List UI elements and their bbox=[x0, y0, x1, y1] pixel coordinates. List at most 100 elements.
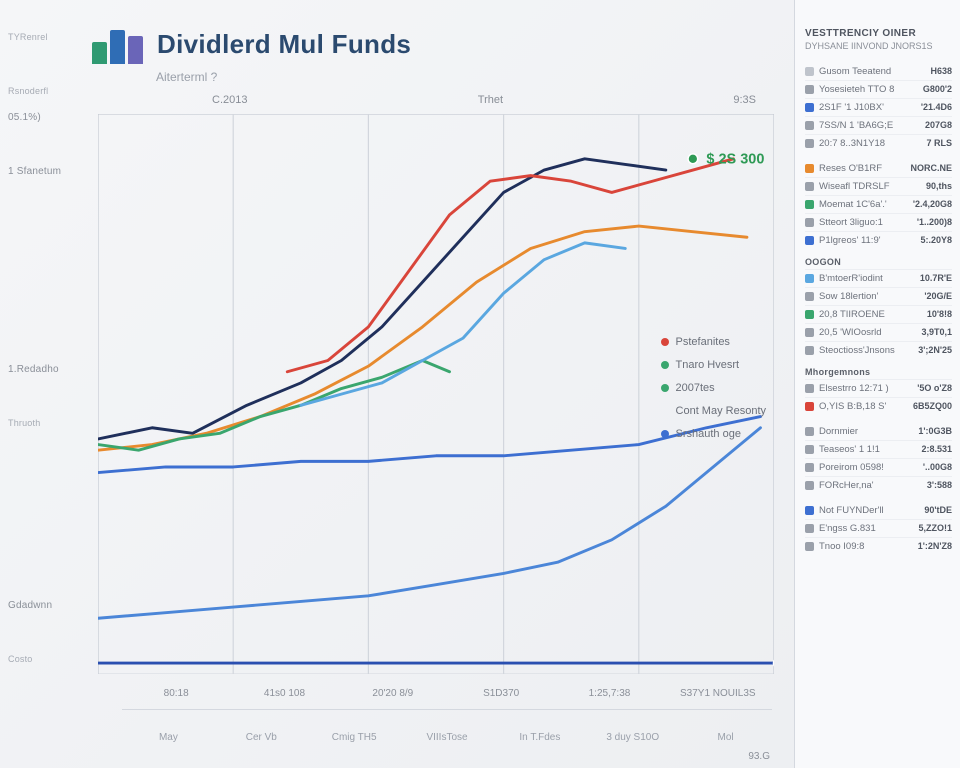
row-value: '1..200)8 bbox=[917, 217, 952, 227]
chart-area: $ 2S 300 PstefanitesTnaro Hvesrt2007tesC… bbox=[92, 108, 782, 682]
row-label: 20,8 TIIROENE bbox=[819, 309, 922, 320]
main-panel: Dividlerd Mul Funds Aiterterml ? C.2013 … bbox=[76, 0, 794, 768]
row-value: 3,9T0,1 bbox=[921, 327, 952, 337]
row-label: Elsestrro 12:71 ) bbox=[819, 383, 912, 394]
row-icon bbox=[805, 85, 814, 94]
top-right-label: 9:3S bbox=[733, 94, 756, 106]
legend-item: Srshauth oge bbox=[661, 428, 766, 440]
sidebar-row[interactable]: Gusom TeeatendH638 bbox=[805, 63, 952, 80]
row-icon bbox=[805, 481, 814, 490]
row-icon bbox=[805, 445, 814, 454]
sidebar-row[interactable]: FORcHer,na' 3':588 bbox=[805, 476, 952, 494]
row-label: Steoctioss'Jnsons bbox=[819, 345, 913, 356]
row-icon bbox=[805, 182, 814, 191]
row-icon bbox=[805, 542, 814, 551]
row-value: 5,ZZO!1 bbox=[918, 523, 952, 533]
row-icon bbox=[805, 328, 814, 337]
row-label: Poreirom 0598! bbox=[819, 462, 918, 473]
sidebar-row[interactable]: Stteort 3liguo:1 '1..200)8 bbox=[805, 213, 952, 231]
sidebar-row[interactable]: Dornmier 1':0G3B bbox=[805, 423, 952, 440]
bottom-right-value: 93.G bbox=[92, 751, 782, 762]
row-icon bbox=[805, 121, 814, 130]
row-icon bbox=[805, 402, 814, 411]
sidebar-row[interactable]: Steoctioss'Jnsons 3';2N'25 bbox=[805, 341, 952, 359]
row-value: 2:8.531 bbox=[921, 444, 952, 454]
sidebar-row[interactable]: 20,5 'WIOosrld 3,9T0,1 bbox=[805, 323, 952, 341]
sidebar-row[interactable]: Wiseafl TDRSLF90,ths bbox=[805, 177, 952, 195]
top-left-label: C.2013 bbox=[212, 94, 247, 106]
ylabel-bottom: Gdadwnn bbox=[8, 600, 70, 654]
row-value: 7 RLS bbox=[926, 138, 952, 148]
sidebar-row[interactable]: E'ngss G.831 5,ZZO!1 bbox=[805, 519, 952, 537]
sidebar-row[interactable]: Not FUYNDer'll90'tDE bbox=[805, 502, 952, 519]
row-icon bbox=[805, 67, 814, 76]
row-value: 6B5ZQ00 bbox=[913, 401, 952, 411]
row-value: H638 bbox=[930, 66, 952, 76]
row-icon bbox=[805, 346, 814, 355]
svg-text:$ 2S 300: $ 2S 300 bbox=[706, 152, 764, 168]
row-icon bbox=[805, 274, 814, 283]
row-label: O,YIS B:B,18 S' bbox=[819, 401, 908, 412]
row-value: 207G8 bbox=[925, 120, 952, 130]
row-icon bbox=[805, 384, 814, 393]
row-icon bbox=[805, 310, 814, 319]
bottom-category-labels: MayCer VbCmig TH5VIIIsToseIn T.Fdes3 duy… bbox=[92, 710, 782, 751]
sidebar-row[interactable]: Elsestrro 12:71 ) '5O o'Z8 bbox=[805, 379, 952, 397]
sidebar: VESTTRENCIY OINER DYHSANE IINVOND JNORS1… bbox=[794, 0, 960, 768]
sidebar-row[interactable]: Sow 18lertion' '20G/E bbox=[805, 287, 952, 305]
page-title: Dividlerd Mul Funds bbox=[157, 29, 411, 60]
row-value: 3';2N'25 bbox=[918, 345, 952, 355]
row-label: B'mtoerR'iodint bbox=[819, 273, 915, 284]
legend-item: Cont May Resonty bbox=[661, 405, 766, 417]
row-value: 1':0G3B bbox=[918, 426, 952, 436]
ylabel-4: Thruoth bbox=[8, 418, 70, 472]
row-label: FORcHer,na' bbox=[819, 480, 922, 491]
x-axis-ticks: 80:1841s0 10820'20 8/9S1D3701:25,7:38S37… bbox=[92, 682, 782, 699]
row-label: Tnoo I09:8 bbox=[819, 541, 913, 552]
row-value: '5O o'Z8 bbox=[917, 383, 952, 393]
row-label: 7SS/N 1 'BA6G;E bbox=[819, 120, 920, 131]
sidebar-row[interactable]: Poreirom 0598!'..00G8 bbox=[805, 458, 952, 476]
sidebar-row[interactable]: Tnoo I09:81':2N'Z8 bbox=[805, 537, 952, 555]
row-label: Dornmier bbox=[819, 426, 913, 437]
sidebar-title: VESTTRENCIY OINER bbox=[805, 28, 952, 39]
row-value: 3':588 bbox=[927, 480, 952, 490]
legend-item: Tnaro Hvesrt bbox=[661, 359, 766, 371]
sidebar-row[interactable]: 20:7 8..3N1Y187 RLS bbox=[805, 134, 952, 152]
ylabel-2: 1 Sfanetum bbox=[8, 166, 70, 236]
sidebar-row[interactable]: Moemat 1C'6a'.''2.4,20G8 bbox=[805, 195, 952, 213]
row-label: E'ngss G.831 bbox=[819, 523, 913, 534]
legend-item: 2007tes bbox=[661, 382, 766, 394]
sidebar-row[interactable]: Yosesieteh TTO 8G800'2 bbox=[805, 80, 952, 98]
sidebar-row[interactable]: Teaseos' 1 1!12:8.531 bbox=[805, 440, 952, 458]
row-icon bbox=[805, 292, 814, 301]
ylabel-1: 05.1%) bbox=[8, 112, 70, 166]
row-value: '21.4D6 bbox=[921, 102, 952, 112]
chart-top-labels: C.2013 Trhet 9:3S bbox=[92, 94, 782, 108]
row-value: 10.7R'E bbox=[920, 273, 952, 283]
row-value: '20G/E bbox=[924, 291, 952, 301]
row-label: Stteort 3liguo:1 bbox=[819, 217, 912, 228]
row-label: P1lgreos' 11:9' bbox=[819, 235, 915, 246]
sidebar-row[interactable]: 7SS/N 1 'BA6G;E 207G8 bbox=[805, 116, 952, 134]
row-icon bbox=[805, 103, 814, 112]
sidebar-row[interactable]: 2S1F '1 J10BX' '21.4D6 bbox=[805, 98, 952, 116]
sidebar-row[interactable]: P1lgreos' 11:9' 5:.20Y8 bbox=[805, 231, 952, 249]
top-center-label: Trhet bbox=[478, 94, 503, 106]
row-label: Wiseafl TDRSLF bbox=[819, 181, 921, 192]
row-value: 90'tDE bbox=[924, 505, 952, 515]
logo-icon bbox=[92, 24, 143, 64]
row-value: 5:.20Y8 bbox=[920, 235, 952, 245]
row-label: Sow 18lertion' bbox=[819, 291, 919, 302]
row-icon bbox=[805, 218, 814, 227]
left-axis-labels: TYRenrel Rsnoderfl 05.1%) 1 Sfanetum 1.R… bbox=[0, 0, 76, 768]
sidebar-row[interactable]: O,YIS B:B,18 S' 6B5ZQ00 bbox=[805, 397, 952, 415]
sidebar-row[interactable]: B'mtoerR'iodint 10.7R'E bbox=[805, 269, 952, 287]
row-value: '2.4,20G8 bbox=[913, 199, 952, 209]
ylabel-3: 1.Redadho bbox=[8, 364, 70, 418]
row-label: 2S1F '1 J10BX' bbox=[819, 102, 916, 113]
sidebar-row[interactable]: Reses O'B1RFNORC.NE bbox=[805, 160, 952, 177]
row-label: 20,5 'WIOosrld bbox=[819, 327, 916, 338]
sidebar-row[interactable]: 20,8 TIIROENE10'8!8 bbox=[805, 305, 952, 323]
row-icon bbox=[805, 427, 814, 436]
